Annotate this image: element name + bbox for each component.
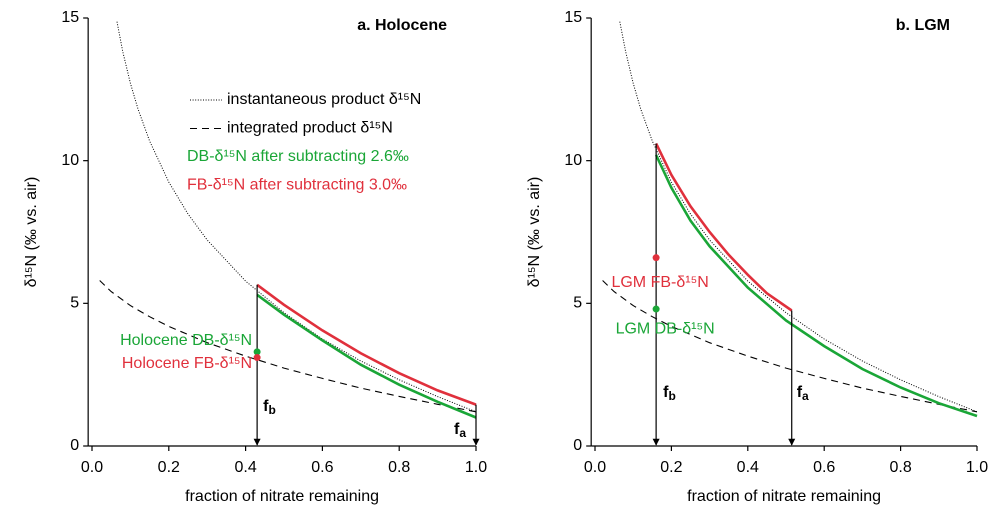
x-tick-label: 1.0 (465, 459, 487, 476)
y-axis-label: δ¹⁵N (‰ vs. air) (526, 177, 543, 288)
data-point (652, 305, 660, 313)
series-line (256, 283, 477, 406)
x-axis-label: fraction of nitrate remaining (185, 488, 379, 505)
drop-label-main: f (263, 398, 269, 415)
series-line (99, 280, 477, 413)
series-line (654, 154, 978, 418)
x-tick-label: 0.0 (81, 459, 103, 476)
legend-label: FB-δ¹⁵N after subtracting 3.0‰ (187, 177, 407, 194)
drop-label-sub: a (802, 389, 809, 403)
drop-label-main: f (797, 384, 803, 401)
point-label: LGM FB-δ¹⁵N (611, 274, 708, 291)
series-line (654, 142, 793, 312)
x-tick-label: 0.2 (158, 459, 180, 476)
panel-title: b. LGM (896, 17, 950, 34)
legend-label: instantaneous product δ¹⁵N (227, 91, 421, 108)
panel-title: a. Holocene (357, 17, 447, 34)
y-tick-label: 5 (70, 295, 79, 312)
series-line (256, 293, 477, 419)
x-tick-label: 0.2 (660, 459, 682, 476)
y-tick-label: 15 (564, 9, 582, 26)
data-point (652, 254, 660, 262)
drop-label: fb (663, 384, 676, 403)
x-tick-label: 1.0 (966, 459, 988, 476)
drop-label-sub: b (268, 403, 275, 417)
series-line (116, 21, 477, 413)
x-tick-label: 0.6 (311, 459, 333, 476)
drop-label: fa (797, 384, 809, 403)
drop-label-sub: b (668, 389, 675, 403)
y-tick-label: 0 (573, 437, 582, 454)
data-point (253, 354, 261, 362)
y-tick-label: 5 (573, 295, 582, 312)
x-axis-label: fraction of nitrate remaining (687, 488, 881, 505)
x-tick-label: 0.8 (889, 459, 911, 476)
panel: 0 5 10 15 0.0 0.2 0.4 0.6 0.8 1.0 fraction of nitr… (23, 9, 487, 505)
point-label: Holocene DB-δ¹⁵N (120, 332, 252, 349)
point-label: LGM DB-δ¹⁵N (616, 320, 715, 337)
drop-label: fa (454, 421, 466, 440)
drop-label-main: f (663, 384, 669, 401)
series-line (602, 280, 978, 413)
y-axis-label: δ¹⁵N (‰ vs. air) (23, 177, 40, 288)
drop-label-sub: a (459, 426, 466, 440)
x-tick-label: 0.4 (234, 459, 256, 476)
point-label: Holocene FB-δ¹⁵N (122, 355, 252, 372)
y-tick-label: 10 (564, 152, 582, 169)
data-point (253, 348, 261, 356)
panel: 0 5 10 15 0.0 0.2 0.4 0.6 0.8 1.0 fraction of nitr… (526, 9, 988, 505)
drop-label: fb (263, 398, 276, 417)
legend-label: integrated product δ¹⁵N (227, 120, 393, 137)
drop-label-main: f (454, 421, 460, 438)
x-tick-label: 0.8 (388, 459, 410, 476)
x-tick-label: 0.6 (813, 459, 835, 476)
x-tick-label: 0.0 (584, 459, 606, 476)
y-tick-label: 0 (70, 437, 79, 454)
series-line (619, 21, 978, 413)
y-tick-label: 10 (61, 152, 79, 169)
legend-label: DB-δ¹⁵N after subtracting 2.6‰ (187, 148, 409, 165)
y-tick-label: 15 (61, 9, 79, 26)
x-tick-label: 0.4 (737, 459, 759, 476)
